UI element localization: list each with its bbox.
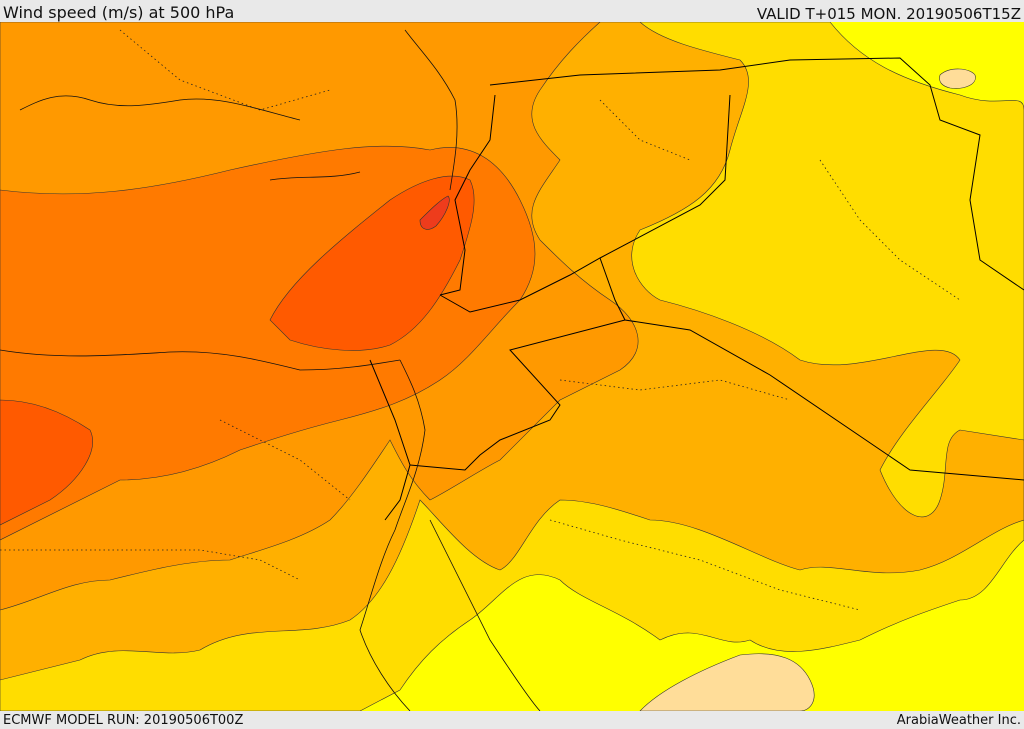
wind-speed-map [0,22,1024,711]
footer-bar: ECMWF MODEL RUN: 20190506T00Z ArabiaWeat… [0,711,1024,729]
band-6 [419,195,450,230]
map-title: Wind speed (m/s) at 500 hPa [3,3,235,22]
map-canvas [0,22,1024,711]
pale-patch-s [639,653,815,711]
pale-patch-ne [939,68,976,89]
coastlines [0,29,541,711]
model-run: ECMWF MODEL RUN: 20190506T00Z [3,713,244,728]
credit: ArabiaWeather Inc. [896,713,1021,728]
band-5-west [0,399,93,526]
header-bar: Wind speed (m/s) at 500 hPa VALID T+015 … [0,0,1024,23]
valid-time: VALID T+015 MON. 20190506T15Z [756,5,1021,23]
admin-boundaries [0,29,961,611]
borders [369,57,1024,521]
